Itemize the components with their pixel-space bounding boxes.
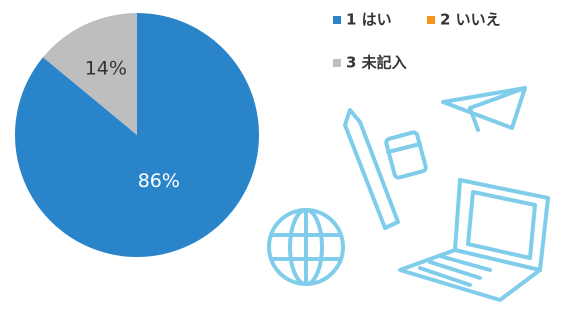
legend-label: 1 はい (346, 11, 392, 29)
data-label: 86% (138, 170, 180, 192)
legend-label: 2 いいえ (440, 11, 501, 29)
chart: 86% 14% 1 はい 2 いいえ 3 未記入 (0, 0, 569, 316)
legend-swatch (333, 16, 341, 24)
legend-label: 3 未記入 (346, 54, 407, 72)
decoration (269, 88, 548, 300)
data-label: 14% (85, 57, 127, 79)
legend-swatch (427, 16, 435, 24)
legend-swatch (333, 59, 341, 67)
